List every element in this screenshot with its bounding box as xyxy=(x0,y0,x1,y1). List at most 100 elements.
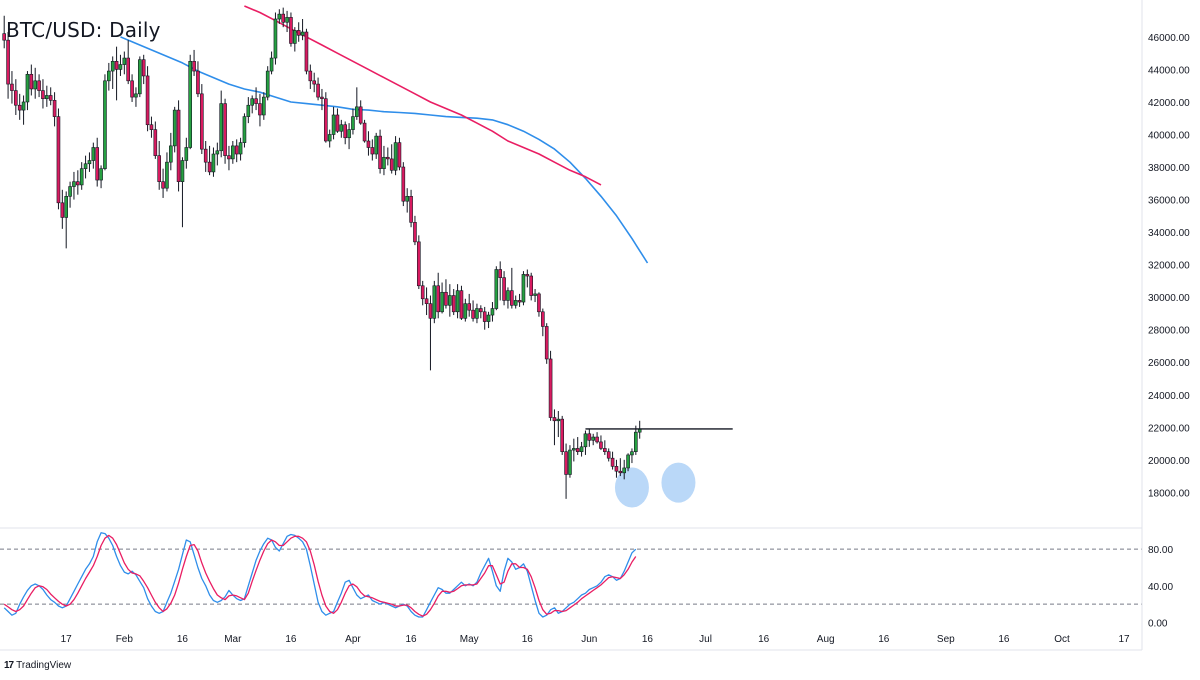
candle-down xyxy=(525,274,530,277)
candle-down xyxy=(308,70,313,82)
axes: 46000.00 44000.00 42000.00 40000.00 38000.00… xyxy=(0,0,1190,651)
candle-down xyxy=(420,285,425,300)
candle-up xyxy=(579,446,584,452)
candle-up xyxy=(448,295,452,306)
price-tick-label: 42000.00 xyxy=(1148,98,1190,109)
candle-up xyxy=(293,30,297,44)
candle-down xyxy=(60,202,65,218)
price-tick-label: 30000.00 xyxy=(1148,293,1190,304)
candle-down xyxy=(29,74,34,90)
candle-down xyxy=(482,311,487,322)
candle-down xyxy=(614,466,619,472)
candle-down xyxy=(471,309,475,319)
candle-up xyxy=(405,196,410,202)
time-tick-label: 16 xyxy=(285,634,297,645)
candle-up xyxy=(622,467,627,474)
candle-up xyxy=(91,147,96,161)
price-tick-label: 18000.00 xyxy=(1148,488,1190,499)
candle-down xyxy=(141,59,146,77)
candle-down xyxy=(564,451,568,475)
candle-down xyxy=(544,326,549,360)
price-tick-label: 40000.00 xyxy=(1148,131,1190,142)
time-tick-label: Feb xyxy=(116,634,134,645)
moving-averages xyxy=(120,5,696,508)
candle-down xyxy=(258,103,262,116)
price-tick-label: 44000.00 xyxy=(1148,65,1190,76)
time-tick-label: 16 xyxy=(522,634,534,645)
candle-down xyxy=(6,39,10,85)
candle-up xyxy=(107,70,111,82)
candle-up xyxy=(382,156,386,169)
candle-up xyxy=(327,134,332,142)
time-tick-label: May xyxy=(460,634,479,645)
candle-up xyxy=(83,163,88,169)
candle-down xyxy=(254,98,258,104)
candle-down xyxy=(537,293,541,313)
candle-down xyxy=(510,290,514,306)
time-tick-label: Jul xyxy=(699,634,712,645)
candle-up xyxy=(72,181,76,187)
stochastic-pane: 80.00 40.00 0.00 xyxy=(0,532,1173,630)
time-tick-label: 16 xyxy=(406,634,418,645)
time-tick-label: Oct xyxy=(1054,634,1070,645)
candle-up xyxy=(277,13,282,20)
candle-up xyxy=(238,142,243,155)
candle-up xyxy=(533,293,537,296)
price-tick-label: 46000.00 xyxy=(1148,33,1190,44)
candle-up xyxy=(634,431,638,452)
candle-up xyxy=(103,80,107,169)
candle-down xyxy=(610,457,615,467)
candle-up xyxy=(572,448,576,451)
stochastic-tick-label: 0.00 xyxy=(1148,619,1168,630)
candle-down xyxy=(552,417,557,422)
candle-down xyxy=(10,83,14,91)
price-tick-label: 22000.00 xyxy=(1148,423,1190,434)
candle-down xyxy=(52,100,57,117)
candle-up xyxy=(122,57,127,65)
candle-up xyxy=(169,145,173,163)
stochastic-k-line xyxy=(3,532,637,618)
chart-title: BTC/USD: Daily xyxy=(6,18,161,42)
candle-up xyxy=(583,433,588,448)
candle-down xyxy=(366,140,371,148)
candle-up xyxy=(331,114,336,135)
candle-down xyxy=(386,156,390,160)
candle-up xyxy=(180,160,185,182)
candle-down xyxy=(370,147,375,155)
candle-up xyxy=(211,153,216,173)
candle-up xyxy=(568,449,572,475)
candle-up xyxy=(455,290,460,313)
time-tick-label: 17 xyxy=(1119,634,1131,645)
price-tick-label: 32000.00 xyxy=(1148,261,1190,272)
candle-up xyxy=(172,109,177,147)
candle-down xyxy=(153,129,158,156)
candle-down xyxy=(149,124,154,130)
candle-down xyxy=(76,181,80,186)
candle-down xyxy=(130,80,134,98)
time-tick-label: 17 xyxy=(61,634,73,645)
candle-down xyxy=(41,90,45,100)
candle-down xyxy=(424,298,429,304)
candle-down xyxy=(157,155,161,182)
time-tick-label: Mar xyxy=(224,634,242,645)
time-tick-label: 16 xyxy=(758,634,770,645)
time-tick-label: 16 xyxy=(642,634,654,645)
stochastic-tick-label: 40.00 xyxy=(1148,582,1173,593)
candle-up xyxy=(626,454,630,469)
candle-down xyxy=(304,31,309,72)
candle-up xyxy=(475,308,479,319)
candle-down xyxy=(227,155,231,160)
moving-average-blue xyxy=(120,36,649,264)
candle-down xyxy=(56,116,61,204)
candle-down xyxy=(312,80,317,85)
candle-up xyxy=(440,291,444,313)
candle-up xyxy=(339,124,344,132)
candle-up xyxy=(269,57,274,72)
candle-up xyxy=(118,64,123,70)
candle-down xyxy=(114,61,119,70)
candle-up xyxy=(246,104,251,117)
candle-down xyxy=(316,83,320,98)
candle-up xyxy=(68,186,72,197)
